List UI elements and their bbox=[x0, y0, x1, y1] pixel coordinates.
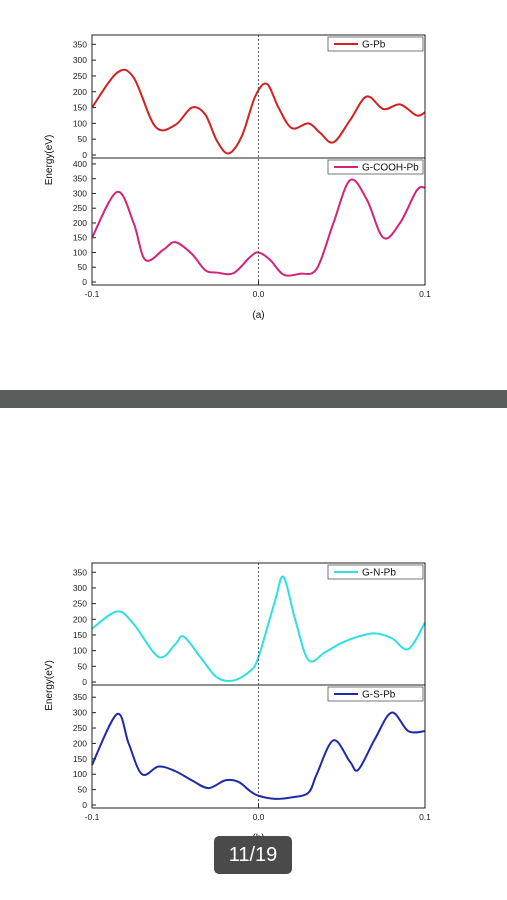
y-tick-label: 200 bbox=[73, 738, 87, 748]
legend-label: G-S-Pb bbox=[362, 690, 396, 701]
legend-label: G-COOH-Pb bbox=[362, 163, 419, 174]
legend-box bbox=[327, 36, 424, 52]
section-divider bbox=[0, 390, 507, 408]
series-line-G-Pb bbox=[91, 68, 426, 155]
y-tick-label: 150 bbox=[73, 103, 87, 113]
y-tick-label: 250 bbox=[73, 723, 87, 733]
y-tick-label: 0 bbox=[82, 277, 87, 287]
x-tick-label: 0.0 bbox=[253, 289, 265, 299]
y-tick-label: 100 bbox=[73, 118, 87, 128]
y-axis-label: Energy(eV) bbox=[44, 135, 55, 186]
legend-label: G-N-Pb bbox=[362, 568, 396, 579]
legend-box bbox=[327, 159, 424, 175]
chart-b: 0 50 100 150 200 250 300 350 G-N-Pb 0 50 100 150 200 2… bbox=[44, 562, 431, 844]
y-tick-label: 100 bbox=[73, 646, 87, 656]
legend-box bbox=[327, 564, 424, 580]
legend-box bbox=[327, 686, 424, 702]
series-line-G-N-Pb bbox=[91, 575, 426, 682]
y-tick-label: 200 bbox=[73, 218, 87, 228]
y-tick-label: 200 bbox=[73, 87, 87, 97]
y-tick-label: 0 bbox=[82, 677, 87, 687]
y-tick-label: 150 bbox=[73, 630, 87, 640]
y-tick-label: 50 bbox=[78, 785, 88, 795]
y-tick-label: 100 bbox=[73, 247, 87, 257]
y-tick-label: 100 bbox=[73, 769, 87, 779]
y-tick-label: 250 bbox=[73, 203, 87, 213]
y-tick-label: 50 bbox=[78, 262, 88, 272]
x-tick-label: -0.1 bbox=[85, 812, 100, 822]
chart-a: 0 50 100 150 200 250 300 350 G-Pb 0 50 100 150 200 250… bbox=[44, 34, 431, 321]
y-tick-label: 0 bbox=[82, 800, 87, 810]
y-tick-label: 300 bbox=[73, 55, 87, 65]
y-tick-label: 200 bbox=[73, 614, 87, 624]
y-tick-label: 50 bbox=[78, 134, 88, 144]
y-tick-label: 0 bbox=[82, 150, 87, 160]
legend-label: G-Pb bbox=[362, 40, 386, 51]
y-axis-label: Energy(eV) bbox=[44, 660, 55, 711]
y-tick-label: 150 bbox=[73, 754, 87, 764]
x-tick-label: 0.0 bbox=[253, 812, 265, 822]
page-counter[interactable]: 11/19 bbox=[214, 836, 292, 874]
y-tick-label: 250 bbox=[73, 71, 87, 81]
y-tick-label: 250 bbox=[73, 599, 87, 609]
y-tick-label: 400 bbox=[73, 159, 87, 169]
y-tick-label: 50 bbox=[78, 661, 88, 671]
y-tick-label: 350 bbox=[73, 692, 87, 702]
y-tick-label: 350 bbox=[73, 174, 87, 184]
y-tick-label: 300 bbox=[73, 708, 87, 718]
x-tick-label: -0.1 bbox=[85, 289, 100, 299]
y-tick-label: 350 bbox=[73, 39, 87, 49]
y-tick-label: 300 bbox=[73, 583, 87, 593]
y-tick-label: 350 bbox=[73, 567, 87, 577]
x-tick-label: 0.1 bbox=[419, 289, 431, 299]
x-tick-label: 0.1 bbox=[419, 812, 431, 822]
y-tick-label: 300 bbox=[73, 188, 87, 198]
figure-label: (a) bbox=[252, 310, 264, 321]
y-tick-label: 150 bbox=[73, 233, 87, 243]
